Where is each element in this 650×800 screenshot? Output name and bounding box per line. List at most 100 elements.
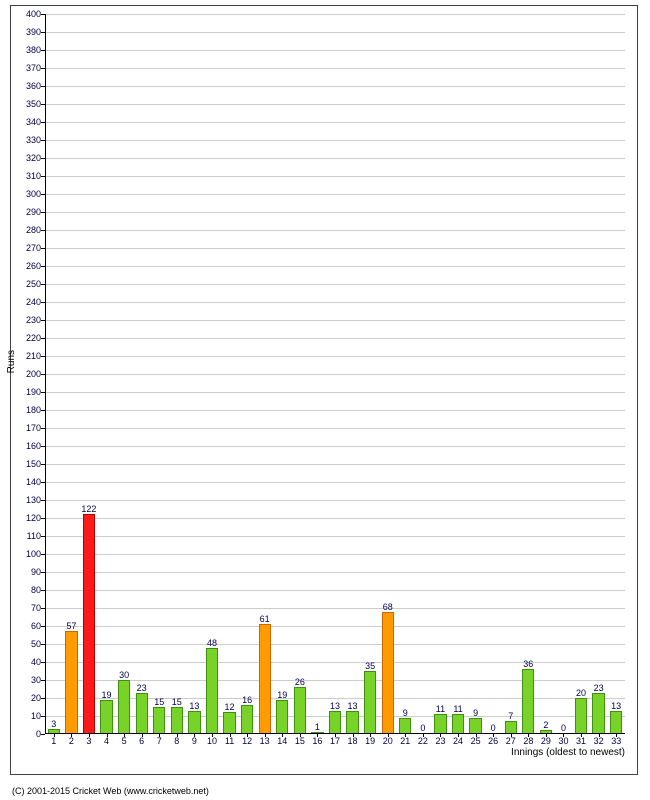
x-tick-label: 30 (558, 736, 568, 746)
x-tick-mark (212, 734, 213, 737)
y-tick-mark (41, 482, 45, 483)
x-tick-mark (300, 734, 301, 737)
bar-value-label: 0 (420, 723, 425, 733)
y-tick-label: 130 (26, 495, 41, 505)
y-tick-mark (41, 32, 45, 33)
x-tick-label: 19 (365, 736, 375, 746)
bar-value-label: 9 (473, 708, 478, 718)
y-tick-label: 120 (26, 513, 41, 523)
bar: 20 (575, 698, 587, 734)
y-tick-mark (41, 536, 45, 537)
x-tick-label: 4 (104, 736, 109, 746)
x-tick-mark (124, 734, 125, 737)
y-tick-label: 160 (26, 441, 41, 451)
bar: 122 (83, 514, 95, 734)
bar-value-label: 19 (277, 690, 287, 700)
x-tick-label: 2 (69, 736, 74, 746)
y-tick-mark (41, 338, 45, 339)
bar-value-label: 13 (611, 701, 621, 711)
x-tick-label: 21 (400, 736, 410, 746)
y-tick-label: 310 (26, 171, 41, 181)
x-tick-label: 14 (277, 736, 287, 746)
x-tick-label: 26 (488, 736, 498, 746)
y-tick-mark (41, 734, 45, 735)
y-tick-mark (41, 86, 45, 87)
bar: 9 (469, 718, 481, 734)
y-tick-mark (41, 554, 45, 555)
y-tick-label: 140 (26, 477, 41, 487)
y-tick-label: 210 (26, 351, 41, 361)
bar: 13 (346, 711, 358, 734)
x-tick-mark (546, 734, 547, 737)
x-tick-mark (511, 734, 512, 737)
bar-value-label: 23 (137, 683, 147, 693)
bar: 61 (259, 624, 271, 734)
x-tick-mark (71, 734, 72, 737)
bar-value-label: 0 (491, 723, 496, 733)
x-tick-mark (194, 734, 195, 737)
bar-value-label: 57 (66, 621, 76, 631)
chart-container: 3571221930231515134812166119261131335689… (0, 0, 650, 800)
y-tick-label: 290 (26, 207, 41, 217)
y-tick-label: 340 (26, 117, 41, 127)
bar: 11 (452, 714, 464, 734)
bar-value-label: 0 (561, 723, 566, 733)
y-tick-label: 60 (31, 621, 41, 631)
x-tick-label: 22 (418, 736, 428, 746)
y-tick-label: 230 (26, 315, 41, 325)
bar-value-label: 61 (260, 614, 270, 624)
x-tick-label: 12 (242, 736, 252, 746)
y-tick-mark (41, 374, 45, 375)
y-tick-mark (41, 122, 45, 123)
x-tick-label: 9 (192, 736, 197, 746)
y-tick-mark (41, 680, 45, 681)
bar-value-label: 15 (172, 697, 182, 707)
y-tick-mark (41, 212, 45, 213)
bar-value-label: 9 (403, 708, 408, 718)
y-tick-label: 170 (26, 423, 41, 433)
x-tick-mark (247, 734, 248, 737)
y-tick-mark (41, 302, 45, 303)
x-tick-mark (54, 734, 55, 737)
x-tick-label: 1 (51, 736, 56, 746)
bar-value-label: 3 (51, 719, 56, 729)
y-tick-mark (41, 428, 45, 429)
plot-area: 3571221930231515134812166119261131335689… (45, 14, 625, 734)
bar: 19 (100, 700, 112, 734)
x-tick-mark (370, 734, 371, 737)
y-tick-label: 350 (26, 99, 41, 109)
x-tick-label: 11 (225, 736, 234, 746)
bar-value-label: 48 (207, 638, 217, 648)
bar-value-label: 19 (101, 690, 111, 700)
x-tick-mark (335, 734, 336, 737)
bar: 15 (171, 707, 183, 734)
y-tick-label: 390 (26, 27, 41, 37)
x-tick-mark (265, 734, 266, 737)
x-tick-mark (353, 734, 354, 737)
y-tick-label: 300 (26, 189, 41, 199)
bar-value-label: 11 (453, 704, 462, 714)
x-tick-label: 33 (611, 736, 621, 746)
y-tick-mark (41, 266, 45, 267)
x-tick-label: 17 (330, 736, 340, 746)
x-tick-label: 31 (576, 736, 586, 746)
x-tick-mark (458, 734, 459, 737)
y-tick-mark (41, 626, 45, 627)
x-tick-label: 15 (295, 736, 305, 746)
bar: 13 (329, 711, 341, 734)
x-tick-label: 28 (523, 736, 533, 746)
y-tick-mark (41, 176, 45, 177)
y-tick-label: 320 (26, 153, 41, 163)
y-tick-label: 10 (31, 711, 41, 721)
y-tick-mark (41, 500, 45, 501)
x-tick-label: 24 (453, 736, 463, 746)
y-tick-label: 220 (26, 333, 41, 343)
bar-value-label: 35 (365, 661, 375, 671)
bar-value-label: 13 (330, 701, 340, 711)
bar-value-label: 36 (523, 659, 533, 669)
y-tick-mark (41, 518, 45, 519)
x-tick-mark (616, 734, 617, 737)
bar: 13 (610, 711, 622, 734)
y-tick-label: 40 (31, 657, 41, 667)
x-tick-mark (230, 734, 231, 737)
